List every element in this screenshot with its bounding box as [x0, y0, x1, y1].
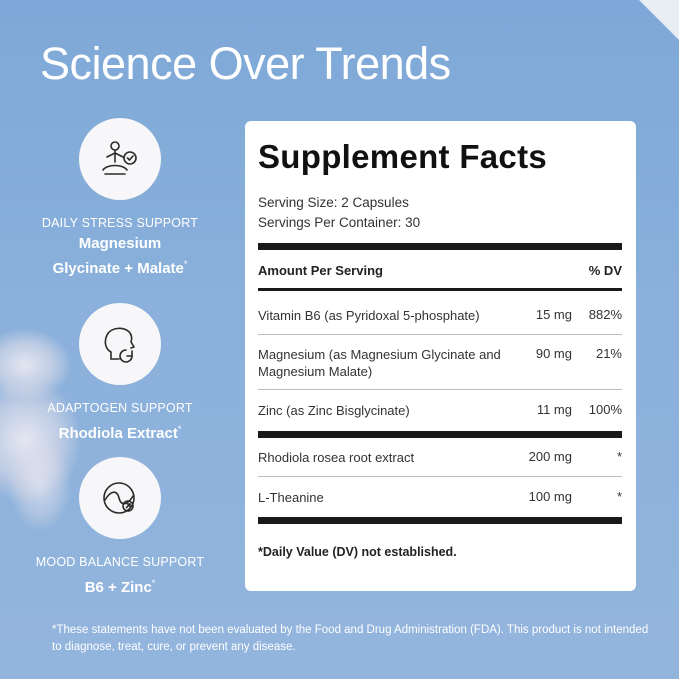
benefit-name: B6 + Zinc*: [30, 573, 210, 598]
benefit-name-text: Magnesium Glycinate + Malate: [52, 235, 184, 277]
benefit-icon-badge: [79, 303, 161, 385]
benefit-name: Rhodiola Extract*: [30, 419, 210, 444]
nutrient-dv: 21%: [595, 346, 622, 361]
benefit-adaptogen: ADAPTOGEN SUPPORT Rhodiola Extract*: [30, 303, 210, 444]
fda-disclaimer: *These statements have not been evaluate…: [52, 624, 649, 653]
ingredient-amount: 100 mg: [528, 489, 572, 504]
ingredient-name: Rhodiola rosea root extract: [258, 450, 415, 465]
benefit-name: Magnesium Glycinate + Malate*: [30, 234, 210, 279]
nutrient-dv: 882%: [588, 307, 622, 322]
benefit-caption: ADAPTOGEN SUPPORT: [47, 401, 193, 415]
nutrient-amount: 90 mg: [535, 346, 572, 361]
ingredient-dv: *: [616, 489, 622, 504]
nutrient-amount: 11 mg: [536, 402, 572, 417]
nutrient-dv: 100%: [588, 402, 622, 417]
nutrient-name: Vitamin B6 (as Pyridoxal 5-phosphate): [258, 308, 480, 323]
servings-per-container: Servings Per Container: 30: [258, 215, 421, 230]
nutrient-name: Magnesium (as Magnesium Glycinate and Ma…: [258, 347, 501, 379]
nutrient-amount: 15 mg: [535, 307, 572, 322]
head-cycle-icon: [104, 327, 135, 363]
divider-thick: [258, 517, 622, 524]
benefit-mark: *: [183, 259, 188, 269]
benefit-caption: MOOD BALANCE SUPPORT: [35, 555, 205, 569]
benefit-mark: *: [177, 424, 182, 434]
nutrient-name: Zinc (as Zinc Bisglycinate): [258, 403, 410, 418]
divider-thin: [258, 334, 622, 335]
benefit-caption: DAILY STRESS SUPPORT: [41, 216, 199, 230]
cloud-decoration: [10, 440, 70, 530]
dv-header: % DV: [588, 263, 622, 278]
supplement-facts-panel: Supplement Facts Serving Size: 2 Capsule…: [245, 121, 636, 591]
divider-thin: [258, 476, 622, 477]
amount-per-serving-header: Amount Per Serving: [258, 263, 383, 278]
benefit-icon-badge: [79, 118, 161, 200]
ingredient-amount: 200 mg: [528, 449, 572, 464]
ingredient-name: L-Theanine: [258, 490, 324, 505]
serving-size: Serving Size: 2 Capsules: [258, 195, 409, 210]
dv-footnote: *Daily Value (DV) not established.: [258, 545, 457, 559]
benefit-icon-badge: [79, 457, 161, 539]
benefit-mark: *: [151, 578, 156, 588]
divider-thick: [258, 243, 622, 250]
benefit-name-text: B6 + Zinc: [84, 579, 152, 596]
meditation-check-icon: [102, 141, 137, 175]
benefit-mood: MOOD BALANCE SUPPORT B6 + Zinc*: [30, 457, 210, 598]
divider-medium: [258, 288, 622, 291]
ingredient-dv: *: [616, 449, 622, 464]
facts-title: Supplement Facts: [258, 138, 548, 175]
page-title: Science Over Trends: [40, 38, 451, 89]
benefit-name-text: Rhodiola Extract: [58, 425, 178, 442]
benefit-stress: DAILY STRESS SUPPORT Magnesium Glycinate…: [30, 118, 210, 279]
corner-fold-decoration: [639, 0, 679, 40]
mood-wave-icon: [103, 482, 135, 514]
divider-thick: [258, 431, 622, 438]
divider-thin: [258, 389, 622, 390]
